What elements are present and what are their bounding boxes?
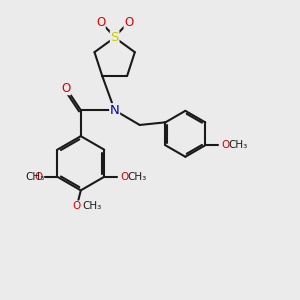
Text: O: O	[72, 201, 80, 211]
Text: O: O	[34, 172, 43, 182]
Text: N: N	[110, 104, 119, 117]
Text: CH₃: CH₃	[83, 201, 102, 211]
Text: S: S	[110, 31, 119, 44]
Text: O: O	[124, 16, 134, 29]
Text: O: O	[121, 172, 129, 182]
Text: O: O	[96, 16, 105, 29]
Text: O: O	[221, 140, 230, 150]
Text: O: O	[61, 82, 71, 95]
Text: CH₃: CH₃	[127, 172, 146, 182]
Text: CH₃: CH₃	[228, 140, 247, 150]
Text: CH₃: CH₃	[25, 172, 44, 182]
